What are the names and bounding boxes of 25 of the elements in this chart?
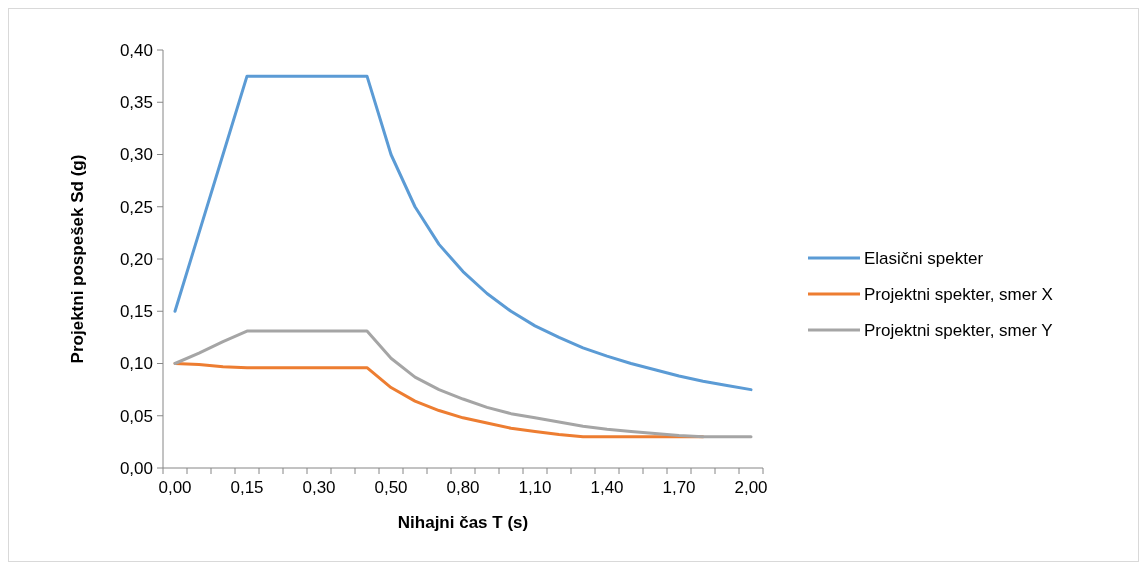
y-tick-label: 0,00: [119, 458, 153, 478]
x-tick-label: 0,50: [374, 478, 408, 497]
legend-label: Elasični spekter: [864, 248, 984, 268]
x-tick-label: 1,40: [590, 478, 624, 497]
x-tick-label: 0,80: [446, 478, 480, 497]
y-axis-title: Projektni pospešek Sd (g): [68, 154, 87, 364]
x-tick-label: 2,00: [734, 478, 768, 497]
x-axis-title: Nihajni čas T (s): [397, 513, 529, 532]
legend-label: Projektni spekter, smer Y: [864, 320, 1053, 340]
y-tick-label: 0,25: [119, 197, 153, 217]
x-tick-label: 0,30: [302, 478, 336, 497]
line-series: [173, 74, 753, 392]
x-tick-label: 0,15: [230, 478, 264, 497]
x-tick-label: 1,10: [518, 478, 552, 497]
x-tick-label: 0,00: [158, 478, 192, 497]
y-tick-label: 0,35: [119, 93, 153, 113]
y-tick-label: 0,30: [119, 145, 153, 165]
y-tick-label: 0,40: [119, 40, 153, 60]
x-tick-label: 1,70: [662, 478, 696, 497]
y-tick-label: 0,15: [119, 302, 153, 322]
y-tick-label: 0,20: [119, 249, 153, 269]
line-series: [173, 329, 753, 439]
y-tick-label: 0,05: [119, 406, 153, 426]
legend-label: Projektni spekter, smer X: [864, 284, 1053, 304]
y-tick-label: 0,10: [119, 354, 153, 374]
